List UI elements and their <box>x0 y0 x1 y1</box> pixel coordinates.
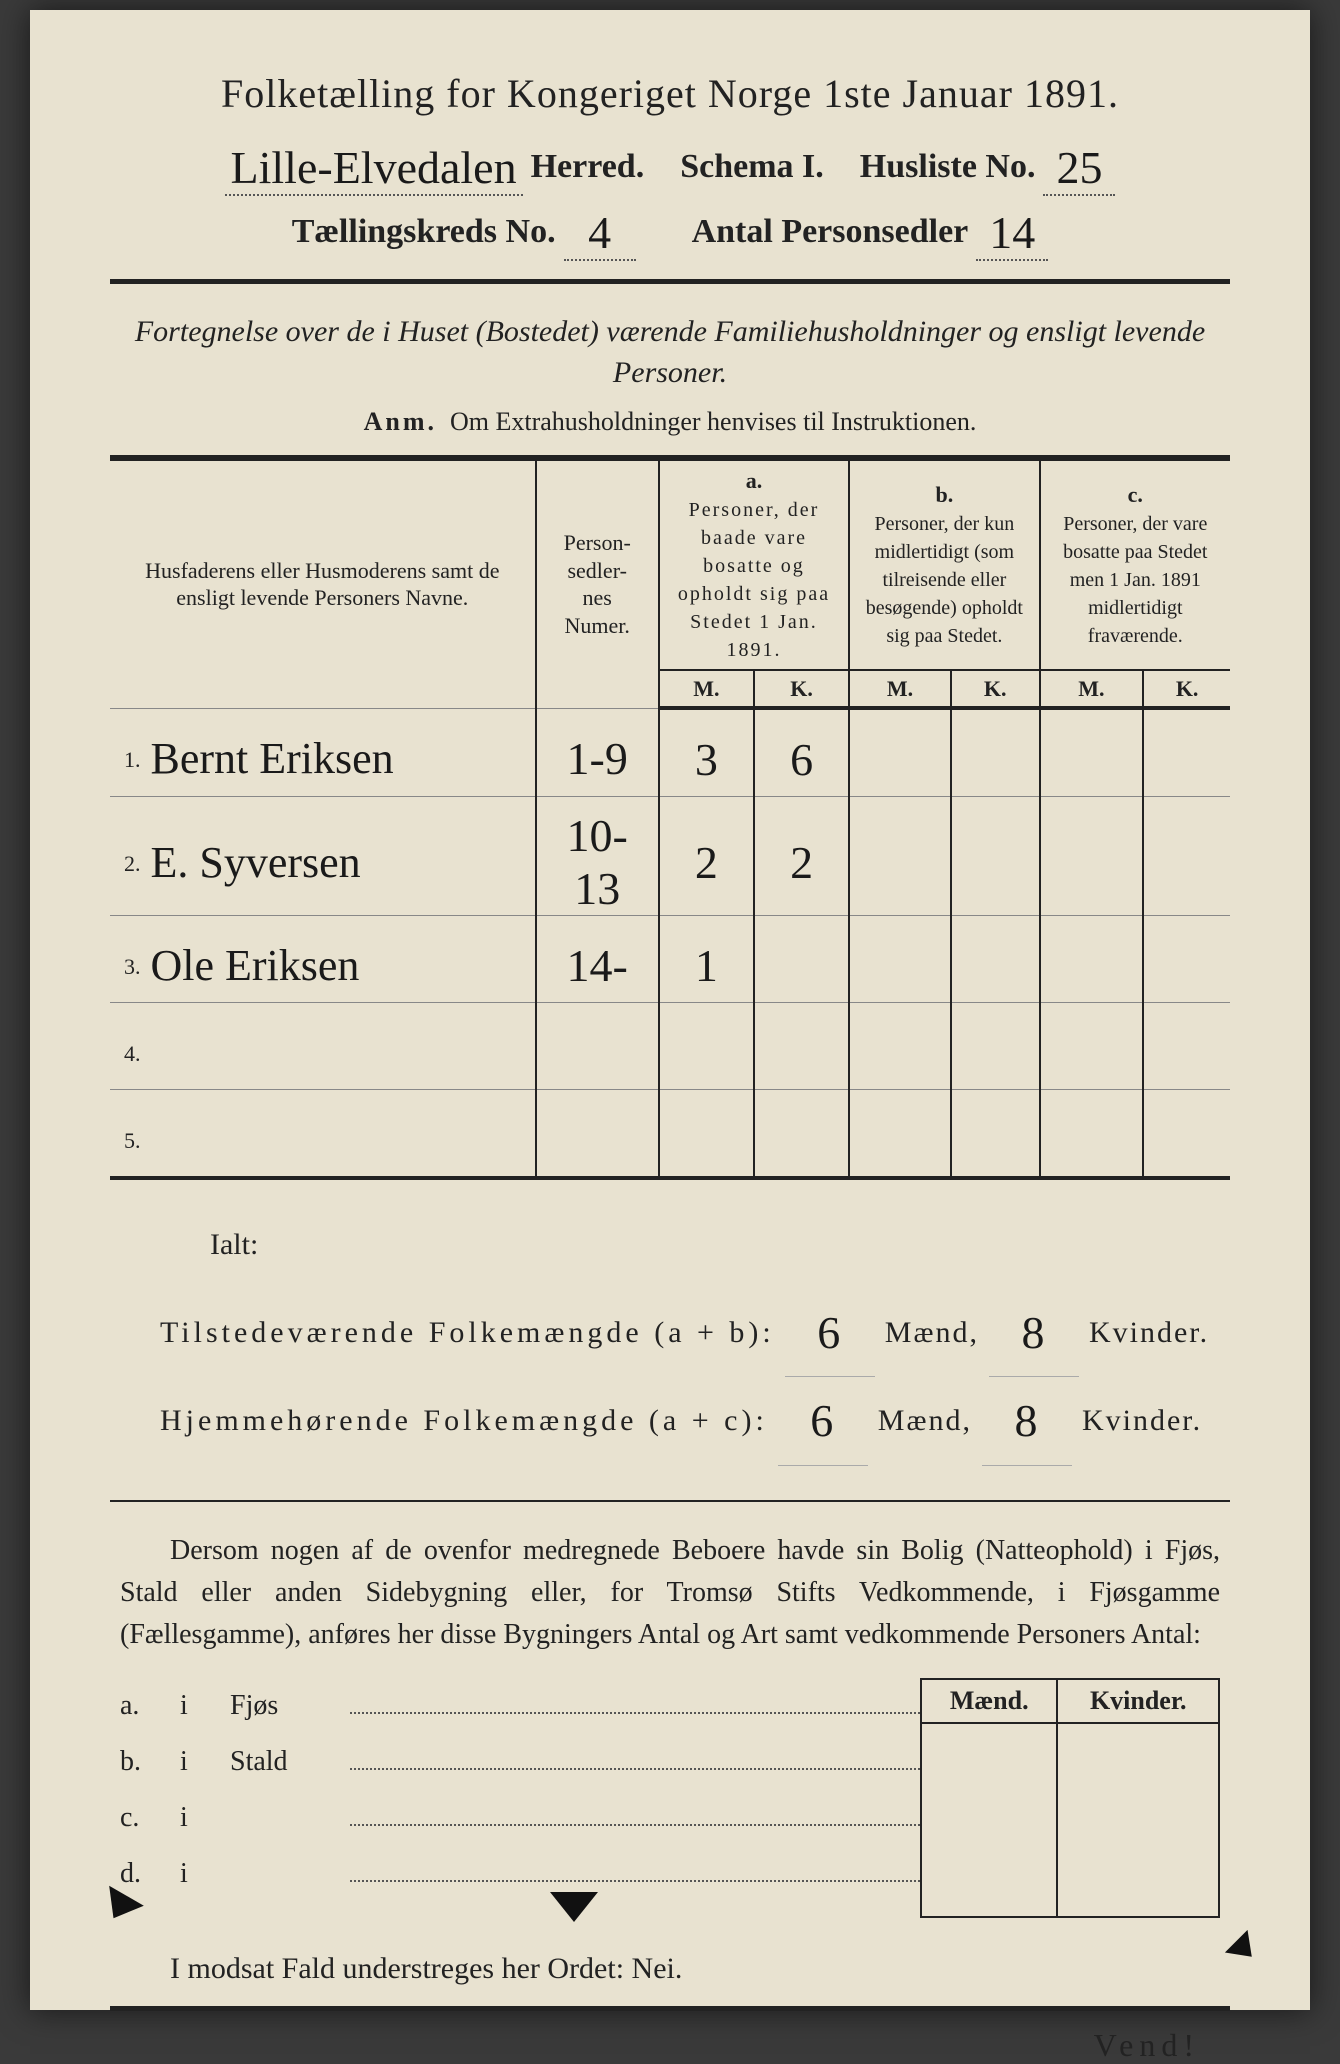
page-title: Folketælling for Kongeriget Norge 1ste J… <box>110 70 1230 117</box>
outbuilding-row: a.iFjøs <box>120 1678 920 1734</box>
col-b-m: M. <box>849 670 951 709</box>
outbuilding-row: b.iStald <box>120 1734 920 1790</box>
table-row: 2.E. Syversen10-1322 <box>110 797 1230 916</box>
resident-maend: 6 <box>778 1377 868 1465</box>
outbuilding-mk-table: Mænd. Kvinder. <box>920 1678 1220 1918</box>
resident-kvinder: 8 <box>982 1377 1072 1465</box>
col-b-k: K. <box>951 670 1040 709</box>
anm-label: Anm. <box>364 407 437 436</box>
col-a-k: K. <box>754 670 849 709</box>
col-a-header: a. Personer, der baade vare bosatte og o… <box>659 458 849 670</box>
present-maend: 6 <box>785 1289 875 1377</box>
schema-label: Schema I. <box>680 148 824 186</box>
table-row: 5. <box>110 1090 1230 1179</box>
husliste-value: 25 <box>1043 141 1115 196</box>
mk-maend-header: Mænd. <box>921 1679 1057 1723</box>
household-table: Husfaderens eller Husmoderens samt de en… <box>110 455 1230 1180</box>
vend-label: Vend! <box>110 2027 1230 2064</box>
herred-line: Lille-Elvedalen Herred. Schema I. Huslis… <box>110 135 1230 190</box>
table-row: 1.Bernt Eriksen1-936 <box>110 708 1230 797</box>
col-b-header: b. Personer, der kun midlertidigt (som t… <box>849 458 1039 670</box>
form-subtitle: Fortegnelse over de i Huset (Bostedet) v… <box>110 312 1230 393</box>
paper-tear-icon <box>1225 1930 1263 1968</box>
outbuilding-paragraph: Dersom nogen af de ovenfor medregnede Be… <box>120 1530 1220 1656</box>
present-kvinder: 8 <box>989 1289 1079 1377</box>
totals-present: Tilstedeværende Folkemængde (a + b): 6 M… <box>160 1283 1230 1371</box>
col-c-m: M. <box>1040 670 1144 709</box>
mk-kvinder-header: Kvinder. <box>1057 1679 1219 1723</box>
personsedler-value: 14 <box>976 206 1048 261</box>
totals-resident: Hjemmehørende Folkemængde (a + c): 6 Mæn… <box>160 1371 1230 1459</box>
rule-bottom <box>110 2006 1230 2011</box>
ialt-label: Ialt: <box>210 1216 1230 1273</box>
outbuilding-row: d.i <box>120 1846 920 1902</box>
table-row: 4. <box>110 1003 1230 1090</box>
col-numer-header: Person- sedler- nes Numer. <box>536 458 659 708</box>
col-a-m: M. <box>659 670 754 709</box>
table-row: 3.Ole Eriksen14-1 <box>110 916 1230 1003</box>
husliste-label: Husliste No. <box>860 148 1036 186</box>
outbuilding-section: a.iFjøsb.iStaldc.id.i Mænd. Kvinder. <box>120 1678 1220 1918</box>
rule-mid <box>110 1500 1230 1502</box>
outbuilding-row: c.i <box>120 1790 920 1846</box>
col-names-header: Husfaderens eller Husmoderens samt de en… <box>110 458 536 708</box>
mk-kvinder-cell <box>1057 1723 1219 1917</box>
anm-line: Anm. Om Extrahusholdninger henvises til … <box>110 407 1230 437</box>
kreds-value: 4 <box>564 206 636 261</box>
paper-tear-icon <box>550 1892 598 1922</box>
anm-text: Om Extrahusholdninger henvises til Instr… <box>450 407 976 436</box>
census-form-page: Folketælling for Kongeriget Norge 1ste J… <box>30 10 1310 2010</box>
nei-line: I modsat Fald understreges her Ordet: Ne… <box>170 1952 1230 1986</box>
herred-label: Herred. <box>531 148 645 186</box>
col-c-k: K. <box>1143 670 1230 709</box>
col-c-header: c. Personer, der vare bosatte paa Stedet… <box>1040 458 1230 670</box>
mk-maend-cell <box>921 1723 1057 1917</box>
kreds-label: Tællingskreds No. <box>292 213 556 251</box>
kreds-line: Tællingskreds No. 4 Antal Personsedler 1… <box>110 200 1230 255</box>
herred-value: Lille-Elvedalen <box>225 141 523 196</box>
outbuilding-list: a.iFjøsb.iStaldc.id.i <box>120 1678 920 1918</box>
personsedler-label: Antal Personsedler <box>692 213 969 251</box>
rule-top <box>110 279 1230 284</box>
totals-block: Ialt: Tilstedeværende Folkemængde (a + b… <box>110 1216 1230 1460</box>
